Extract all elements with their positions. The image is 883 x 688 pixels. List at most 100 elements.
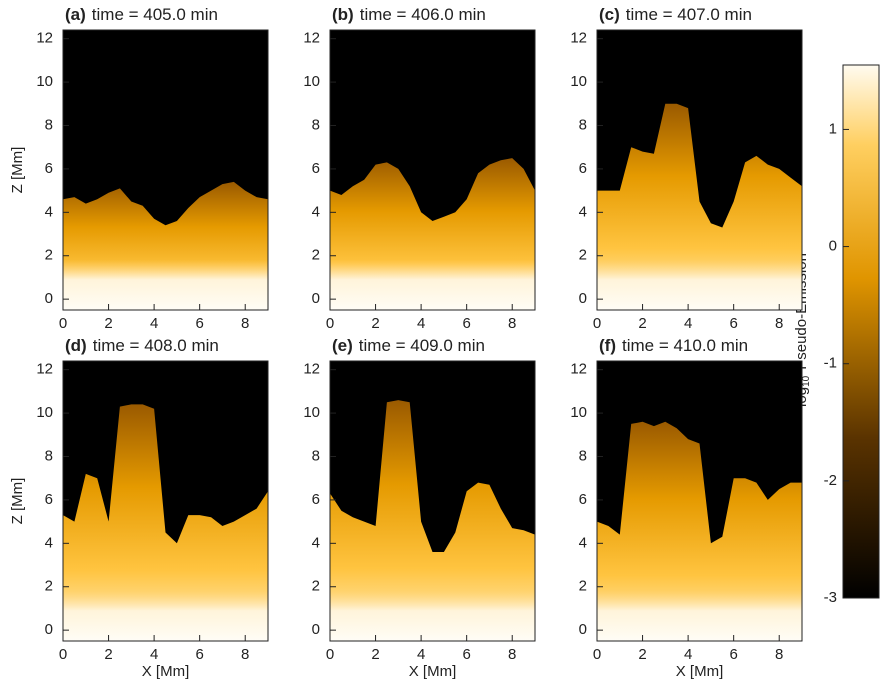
y-tick-label: 8 bbox=[312, 447, 320, 464]
panel-title: (e) time = 409.0 min bbox=[332, 336, 485, 355]
y-tick-label: 2 bbox=[579, 578, 587, 595]
x-tick-label: 6 bbox=[729, 315, 737, 332]
panel-label: (a) bbox=[65, 5, 86, 24]
emission-structure bbox=[330, 400, 535, 641]
emission-base bbox=[63, 259, 268, 310]
y-tick-label: 10 bbox=[303, 404, 320, 421]
emission-base bbox=[330, 259, 535, 310]
x-tick-label: 2 bbox=[638, 646, 646, 663]
y-tick-label: 4 bbox=[45, 534, 53, 551]
x-axis-label: X [Mm] bbox=[142, 663, 190, 680]
y-tick-label: 6 bbox=[579, 491, 587, 508]
panel-time: time = 410.0 min bbox=[622, 336, 748, 355]
panel-time: time = 405.0 min bbox=[92, 5, 218, 24]
y-tick-label: 6 bbox=[312, 491, 320, 508]
y-tick-label: 12 bbox=[570, 30, 587, 47]
y-tick-label: 10 bbox=[303, 73, 320, 90]
x-tick-label: 0 bbox=[593, 315, 601, 332]
y-tick-label: 0 bbox=[579, 290, 587, 307]
emission-structure bbox=[63, 404, 268, 641]
panel-time: time = 408.0 min bbox=[93, 336, 219, 355]
y-tick-label: 2 bbox=[579, 247, 587, 264]
panel-title: (d) time = 408.0 min bbox=[65, 336, 219, 355]
x-tick-label: 0 bbox=[593, 646, 601, 663]
y-tick-label: 10 bbox=[36, 404, 53, 421]
y-tick-label: 4 bbox=[45, 203, 53, 220]
colorbar-tick-label: 0 bbox=[829, 238, 837, 255]
y-tick-label: 12 bbox=[303, 361, 320, 378]
x-tick-label: 6 bbox=[462, 646, 470, 663]
plot-frame bbox=[596, 29, 803, 311]
y-tick-label: 4 bbox=[579, 203, 587, 220]
plot-frame bbox=[62, 29, 269, 311]
x-tick-label: 8 bbox=[775, 646, 783, 663]
y-tick-label: 12 bbox=[570, 361, 587, 378]
x-tick-label: 2 bbox=[371, 646, 379, 663]
panel-label: (b) bbox=[332, 5, 354, 24]
colorbar-tick-label: -1 bbox=[824, 355, 837, 372]
x-tick-label: 4 bbox=[684, 315, 692, 332]
plot-frame bbox=[596, 360, 803, 642]
x-tick-label: 8 bbox=[241, 646, 249, 663]
x-tick-label: 4 bbox=[150, 315, 158, 332]
y-tick-label: 8 bbox=[579, 447, 587, 464]
y-tick-label: 12 bbox=[36, 30, 53, 47]
x-tick-label: 2 bbox=[104, 646, 112, 663]
colorbar bbox=[842, 64, 880, 599]
panel-title: (c) time = 407.0 min bbox=[599, 5, 752, 24]
y-tick-label: 6 bbox=[312, 160, 320, 177]
x-tick-label: 8 bbox=[508, 315, 516, 332]
y-tick-label: 8 bbox=[45, 116, 53, 133]
x-tick-label: 8 bbox=[508, 646, 516, 663]
x-tick-label: 0 bbox=[326, 646, 334, 663]
x-tick-label: 6 bbox=[195, 646, 203, 663]
x-tick-label: 2 bbox=[638, 315, 646, 332]
emission-base bbox=[63, 590, 268, 641]
y-tick-label: 2 bbox=[312, 578, 320, 595]
emission-base bbox=[330, 590, 535, 641]
emission-structure bbox=[597, 421, 802, 641]
y-tick-label: 4 bbox=[312, 203, 320, 220]
y-tick-label: 6 bbox=[45, 160, 53, 177]
y-tick-label: 0 bbox=[45, 621, 53, 638]
y-tick-label: 0 bbox=[312, 290, 320, 307]
colorbar-label-sub: 10 bbox=[801, 375, 812, 387]
y-tick-label: 6 bbox=[579, 160, 587, 177]
panel-label: (e) bbox=[332, 336, 353, 355]
x-tick-label: 4 bbox=[417, 315, 425, 332]
x-tick-label: 6 bbox=[195, 315, 203, 332]
panel-title: (a) time = 405.0 min bbox=[65, 5, 218, 24]
panel-title: (b) time = 406.0 min bbox=[332, 5, 486, 24]
x-tick-label: 2 bbox=[371, 315, 379, 332]
panel-label: (f) bbox=[599, 336, 616, 355]
panel-time: time = 406.0 min bbox=[360, 5, 486, 24]
x-tick-label: 4 bbox=[150, 646, 158, 663]
x-tick-label: 4 bbox=[684, 646, 692, 663]
panel-label: (c) bbox=[599, 5, 620, 24]
y-tick-label: 2 bbox=[312, 247, 320, 264]
x-tick-label: 0 bbox=[326, 315, 334, 332]
y-tick-label: 8 bbox=[312, 116, 320, 133]
x-tick-label: 6 bbox=[462, 315, 470, 332]
x-tick-label: 0 bbox=[59, 315, 67, 332]
panel-time: time = 409.0 min bbox=[359, 336, 485, 355]
y-axis-label: Z [Mm] bbox=[9, 478, 26, 525]
colorbar-tick-label: -3 bbox=[824, 589, 837, 606]
x-tick-label: 2 bbox=[104, 315, 112, 332]
y-tick-label: 8 bbox=[45, 447, 53, 464]
x-tick-label: 8 bbox=[775, 315, 783, 332]
y-tick-label: 2 bbox=[45, 578, 53, 595]
panel-label: (d) bbox=[65, 336, 87, 355]
y-tick-label: 10 bbox=[36, 73, 53, 90]
panel-time: time = 407.0 min bbox=[626, 5, 752, 24]
x-tick-label: 6 bbox=[729, 646, 737, 663]
y-tick-label: 2 bbox=[45, 247, 53, 264]
colorbar-tick-label: 1 bbox=[829, 120, 837, 137]
panel-title: (f) time = 410.0 min bbox=[599, 336, 748, 355]
x-tick-label: 8 bbox=[241, 315, 249, 332]
y-tick-label: 4 bbox=[312, 534, 320, 551]
y-tick-label: 8 bbox=[579, 116, 587, 133]
y-tick-label: 10 bbox=[570, 73, 587, 90]
plot-frame bbox=[62, 360, 269, 642]
